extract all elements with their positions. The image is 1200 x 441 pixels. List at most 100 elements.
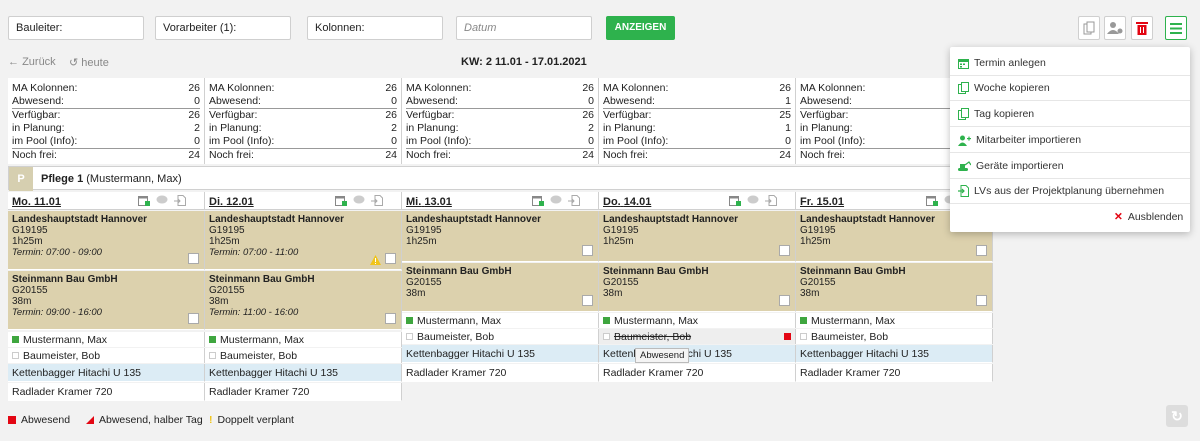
menu-woche-kopieren[interactable]: Woche kopieren — [958, 82, 1050, 94]
stats-row: in Planung: 2 — [406, 122, 594, 135]
person-row[interactable]: Mustermann, Max — [796, 313, 993, 328]
job-duration: 38m — [406, 288, 426, 299]
job-checkbox[interactable] — [188, 253, 199, 264]
person-row[interactable]: Baumeister, Bob — [796, 329, 993, 344]
job-checkbox[interactable] — [582, 245, 593, 256]
machine-row[interactable]: Kettenbagger Hitachi U 135 — [402, 345, 599, 363]
job-checkbox[interactable] — [976, 245, 987, 256]
menu-ausblenden[interactable]: ✕ Ausblenden — [1114, 211, 1183, 223]
job-checkbox[interactable] — [188, 313, 199, 324]
day-header[interactable]: Mo. 11.01 — [8, 192, 205, 210]
kolonnen-field[interactable]: Kolonnen: — [307, 16, 443, 40]
menu-mitarbeiter-importieren[interactable]: Mitarbeiter importieren — [958, 134, 1081, 146]
machine-row[interactable]: Kettenbagger Hitachi U 135 — [8, 364, 205, 382]
job-card[interactable]: Landeshauptstadt Hannover G19195 1h25m T… — [205, 211, 402, 270]
job-card[interactable]: Steinmann Bau GmbH G20155 38m — [796, 263, 993, 312]
vorarbeiter-field[interactable]: Vorarbeiter (1): — [155, 16, 291, 40]
job-checkbox[interactable] — [779, 245, 790, 256]
job-card[interactable]: Landeshauptstadt Hannover G19195 1h25m T… — [8, 211, 205, 270]
person-row[interactable]: Mustermann, Max — [8, 332, 205, 347]
job-card[interactable]: Steinmann Bau GmbH G20155 38m Termin: 09… — [8, 271, 205, 330]
job-card[interactable]: Landeshauptstadt Hannover G19195 1h25m — [599, 211, 796, 262]
job-duration: 38m — [603, 288, 623, 299]
calendar-add-icon[interactable] — [335, 195, 347, 206]
refresh-icon: ↻ — [1171, 407, 1183, 424]
calendar-add-icon[interactable] — [729, 195, 741, 206]
user-settings-button[interactable] — [1104, 16, 1126, 40]
comment-icon[interactable] — [156, 195, 168, 205]
stats-value: 2 — [391, 122, 397, 134]
delete-button[interactable] — [1131, 16, 1153, 40]
group-lead: (Mustermann, Max) — [86, 173, 182, 185]
stats-label: Noch frei: — [800, 149, 845, 161]
calendar-add-icon[interactable] — [532, 195, 544, 206]
copy-button[interactable] — [1078, 16, 1100, 40]
unassigned-marker-icon — [12, 352, 19, 359]
calendar-add-icon[interactable] — [138, 195, 150, 206]
menu-geraete-importieren[interactable]: Geräte importieren — [958, 160, 1064, 172]
person-name: Baumeister, Bob — [220, 349, 298, 362]
day-date: 15.01 — [816, 196, 845, 208]
stats-value: 26 — [385, 109, 397, 121]
refresh-button[interactable]: ↻ — [1166, 405, 1188, 427]
person-row[interactable]: Baumeister, Bob — [205, 348, 402, 363]
assigned-marker-icon — [603, 317, 610, 324]
job-duration: 1h25m — [800, 236, 831, 247]
person-name: Baumeister, Bob — [23, 349, 101, 362]
hamburger-icon — [1170, 22, 1182, 34]
person-row[interactable]: Baumeister, Bob — [402, 329, 599, 344]
job-card[interactable]: Steinmann Bau GmbH G20155 38m Termin: 11… — [205, 271, 402, 330]
comment-icon[interactable] — [353, 195, 365, 205]
machine-row[interactable]: Kettenbagger Hitachi U 135 — [796, 345, 993, 363]
import-icon[interactable] — [568, 195, 580, 206]
menu-tag-kopieren[interactable]: Tag kopieren — [958, 108, 1034, 120]
calendar-add-icon[interactable] — [926, 195, 938, 206]
stats-value: 0 — [391, 135, 397, 147]
job-checkbox[interactable] — [385, 313, 396, 324]
job-checkbox[interactable] — [385, 253, 396, 264]
machine-row[interactable]: Kettenbagger Hitachi U 135 — [599, 345, 796, 363]
comment-icon[interactable] — [747, 195, 759, 205]
import-icon[interactable] — [765, 195, 777, 206]
datum-field[interactable]: Datum — [456, 16, 592, 40]
person-row[interactable]: Mustermann, Max — [599, 313, 796, 328]
machine-row[interactable]: Kettenbagger Hitachi U 135 — [205, 364, 402, 382]
import-icon[interactable] — [371, 195, 383, 206]
stats-row: in Planung: 2 — [209, 122, 397, 135]
today-link[interactable]: ↺ heute — [69, 56, 109, 69]
stats-row: in Planung: 2 — [12, 122, 200, 135]
show-button[interactable]: ANZEIGEN — [606, 16, 675, 40]
job-card[interactable]: Steinmann Bau GmbH G20155 38m — [402, 263, 599, 312]
person-row[interactable]: Mustermann, Max — [205, 332, 402, 347]
day-header[interactable]: Di. 12.01 — [205, 192, 402, 210]
job-card[interactable]: Steinmann Bau GmbH G20155 38m — [599, 263, 796, 312]
person-row[interactable]: Baumeister, Bob — [8, 348, 205, 363]
day-weekday: Do. — [603, 196, 621, 208]
back-link[interactable]: ← Zurück — [8, 56, 56, 68]
stats-column: MA Kolonnen: 26 Abwesend: 1 Verfügbar: 25 in P… — [599, 78, 796, 164]
import-icon[interactable] — [174, 195, 186, 206]
job-checkbox[interactable] — [976, 295, 987, 306]
menu-button[interactable] — [1165, 16, 1187, 40]
bauleiter-field[interactable]: Bauleiter: — [8, 16, 144, 40]
menu-termin-anlegen[interactable]: Termin anlegen — [958, 57, 1046, 69]
machine-row[interactable]: Radlader Kramer 720 — [796, 364, 993, 382]
comment-icon[interactable] — [550, 195, 562, 205]
day-header[interactable]: Mi. 13.01 — [402, 192, 599, 210]
stats-row: Abwesend: 0 — [12, 95, 200, 108]
machine-row[interactable]: Radlader Kramer 720 — [599, 364, 796, 382]
machine-row[interactable]: Radlader Kramer 720 — [205, 383, 402, 401]
stats-value: 0 — [588, 135, 594, 147]
machine-row[interactable]: Radlader Kramer 720 — [402, 364, 599, 382]
day-header[interactable]: Do. 14.01 — [599, 192, 796, 210]
machine-row[interactable]: Radlader Kramer 720 — [8, 383, 205, 401]
person-row[interactable]: Baumeister, Bob — [599, 329, 796, 344]
legend-half-absent: Abwesend, halber Tag — [86, 414, 203, 426]
job-checkbox[interactable] — [779, 295, 790, 306]
menu-geraete-label: Geräte importieren — [976, 160, 1064, 172]
menu-lvs-uebernehmen[interactable]: LVs aus der Projektplanung übernehmen — [958, 185, 1164, 197]
job-card[interactable]: Landeshauptstadt Hannover G19195 1h25m — [402, 211, 599, 262]
job-checkbox[interactable] — [582, 295, 593, 306]
person-row[interactable]: Mustermann, Max — [402, 313, 599, 328]
